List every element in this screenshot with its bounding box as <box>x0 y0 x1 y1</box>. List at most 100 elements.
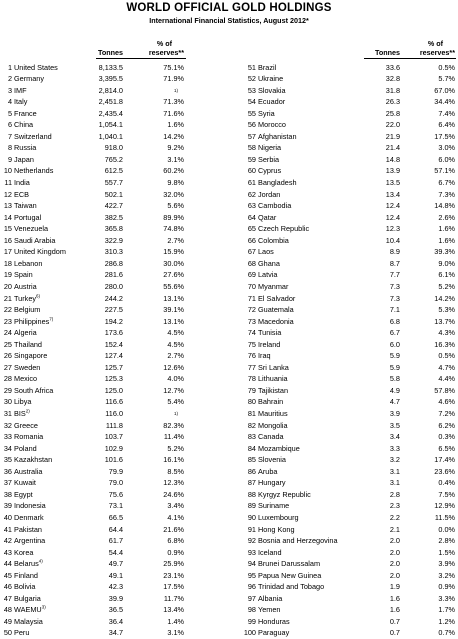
tonnes-cell: 3.3 <box>389 443 400 453</box>
country-cell: Myanmar <box>258 281 288 293</box>
country-name: Cyprus <box>258 166 282 176</box>
tonnes-cell: 365.8 <box>104 224 123 234</box>
country-name: Ecuador <box>258 97 286 107</box>
rank-cell: 85 <box>247 455 256 465</box>
country-name: Aruba <box>258 466 278 476</box>
tonnes-cell: 116.6 <box>105 397 123 407</box>
tonnes-cell: 7.7 <box>389 270 400 280</box>
country-name: Mozambique <box>258 443 300 453</box>
table-row: 52 Ukraine 32.8 5.7% <box>0 73 458 85</box>
reserves-pct-cell: 57.8% <box>434 385 455 395</box>
table-row: 4 Italy 2,451.8 71.3% <box>0 96 458 108</box>
reserves-pct-cell: 0.5% <box>438 62 455 72</box>
reserves-pct-cell: 6.8% <box>167 536 184 546</box>
rank-cell: 14 <box>3 212 12 222</box>
reserves-pct-cell: 6.2% <box>438 420 455 430</box>
reserves-pct-cell: 9.2% <box>167 143 184 153</box>
table-row: 73 Macedonia 6.8 13.7% <box>0 316 458 328</box>
country-name: Slovenia <box>258 455 286 465</box>
country-cell: United States <box>14 62 58 74</box>
country-cell: Paraguay <box>258 627 289 639</box>
country-name: United States <box>14 62 58 72</box>
rank-cell: 42 <box>3 536 12 546</box>
reserves-pct-cell: 5.2% <box>167 443 184 453</box>
rank-cell: 13 <box>3 201 12 211</box>
table-row: 26 Singapore 127.4 2.7% <box>0 350 458 362</box>
tonnes-cell: 7.3 <box>389 293 400 303</box>
country-name: Lithuania <box>258 374 288 384</box>
tonnes-cell: 382.5 <box>104 212 123 222</box>
table-row: 27 Sweden 125.7 12.6% <box>0 362 458 374</box>
country-cell: Portugal <box>14 212 41 224</box>
country-name: Portugal <box>14 212 42 222</box>
country-cell: Syria <box>258 108 275 120</box>
rank-cell: 34 <box>3 443 12 453</box>
country-name: Belgium <box>14 305 41 315</box>
country-name: China <box>14 120 34 130</box>
rank-cell: 96 <box>247 582 256 592</box>
tonnes-cell: 102.9 <box>104 443 123 453</box>
country-cell: Macedonia <box>258 316 294 328</box>
tonnes-cell: 8,133.5 <box>98 62 123 72</box>
rank-cell: 87 <box>247 478 256 488</box>
rank-cell: 55 <box>247 108 256 118</box>
rank-cell: 53 <box>247 85 256 95</box>
reserves-pct-cell: 7.2% <box>438 409 455 418</box>
table-row: 16 Saudi Arabia 322.9 2.7% <box>0 235 458 247</box>
reserves-pct-cell: 39.3% <box>434 247 455 257</box>
rank-cell: 41 <box>3 524 12 534</box>
tonnes-cell: 0.7 <box>389 628 400 638</box>
country-name: ECB <box>14 189 30 199</box>
table-row: 13 Taiwan 422.7 5.6% <box>0 200 458 212</box>
country-cell: Peru <box>14 627 29 639</box>
rank-cell: 40 <box>3 512 12 522</box>
rank-cell: 10 <box>3 166 12 176</box>
tonnes-cell: 2.0 <box>389 536 400 546</box>
table-row: 43 Korea 54.4 0.9% <box>0 547 458 559</box>
reserves-pct-cell: 6.5% <box>438 443 455 453</box>
tonnes-cell: 6.7 <box>389 328 400 338</box>
reserves-pct-cell: 60.2% <box>163 166 184 176</box>
country-name: Sri Lanka <box>258 362 289 372</box>
tonnes-cell: 3.9 <box>389 409 400 418</box>
country-name: Italy <box>14 97 28 107</box>
reserves-pct-cell: 55.6% <box>163 281 184 291</box>
country-cell: Poland <box>14 443 37 455</box>
rank-cell: 45 <box>3 570 12 580</box>
tonnes-cell: 1.9 <box>389 582 400 592</box>
table-row: 81 Mauritius 3.9 7.2% <box>0 408 458 420</box>
table-row: 2 Germany 3,395.5 71.9% <box>0 73 458 85</box>
rank-cell: 80 <box>247 397 256 407</box>
reserves-pct-cell: 0.5% <box>438 351 455 361</box>
reserves-pct-cell: 1.2% <box>438 616 455 626</box>
table-row: 57 Afghanistan 21.9 17.5% <box>0 131 458 143</box>
country-cell: Yemen <box>258 604 280 616</box>
rank-cell: 11 <box>4 178 12 187</box>
tonnes-cell: 21.4 <box>385 143 400 153</box>
tonnes-cell: 8.9 <box>389 247 400 257</box>
rank-cell: 83 <box>247 432 256 442</box>
country-cell: Philippines7) <box>14 316 53 328</box>
table-row: 3 IMF 2,814.0 1) <box>0 85 458 97</box>
rank-cell: 54 <box>247 97 256 107</box>
country-cell: Bolivia <box>14 581 36 593</box>
rank-cell: 90 <box>247 512 256 522</box>
country-name: Lebanon <box>14 258 43 268</box>
tonnes-cell: 8.7 <box>389 258 400 268</box>
table-row: 45 Finland 49.1 23.1% <box>0 570 458 582</box>
pct-header-line1: % of <box>427 39 443 48</box>
rank-cell: 3 <box>7 85 12 95</box>
rank-cell: 86 <box>247 466 256 476</box>
tonnes-cell: 244.2 <box>104 293 123 303</box>
reserves-pct-cell: 16.3% <box>434 339 455 349</box>
reserves-pct-cell: 32.0% <box>163 189 184 199</box>
tonnes-cell: 281.6 <box>104 270 123 280</box>
country-cell: Malaysia <box>14 616 43 628</box>
country-cell: Belarus4) <box>14 558 43 570</box>
country-cell: Tunisia <box>258 327 281 339</box>
rank-cell: 50 <box>3 628 12 638</box>
rank-cell: 16 <box>3 235 12 245</box>
tonnes-cell: 286.8 <box>104 258 123 268</box>
tonnes-cell: 2.3 <box>389 501 400 511</box>
country-name: Switzerland <box>14 131 52 141</box>
